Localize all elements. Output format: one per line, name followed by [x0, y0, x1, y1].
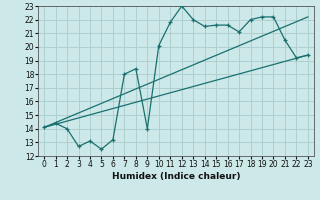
X-axis label: Humidex (Indice chaleur): Humidex (Indice chaleur)	[112, 172, 240, 181]
